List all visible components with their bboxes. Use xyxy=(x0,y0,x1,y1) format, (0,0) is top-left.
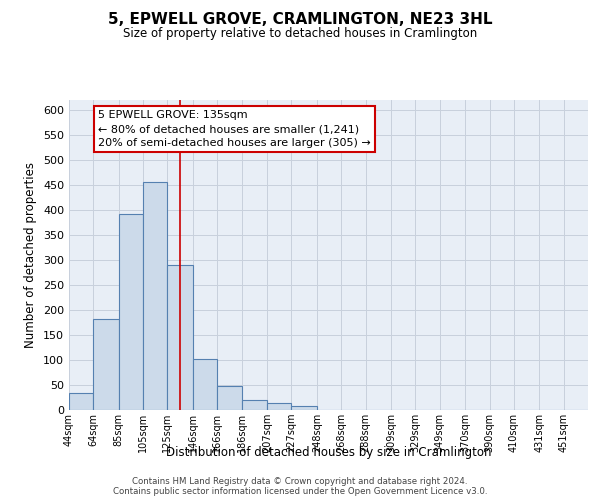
Text: 5, EPWELL GROVE, CRAMLINGTON, NE23 3HL: 5, EPWELL GROVE, CRAMLINGTON, NE23 3HL xyxy=(108,12,492,28)
Bar xyxy=(119,214,143,410)
Text: Contains HM Land Registry data © Crown copyright and database right 2024.: Contains HM Land Registry data © Crown c… xyxy=(132,477,468,486)
Text: Contains public sector information licensed under the Open Government Licence v3: Contains public sector information licen… xyxy=(113,487,487,496)
Bar xyxy=(167,265,193,410)
Text: Distribution of detached houses by size in Cramlington: Distribution of detached houses by size … xyxy=(166,446,491,459)
Y-axis label: Number of detached properties: Number of detached properties xyxy=(25,162,37,348)
Bar xyxy=(69,392,94,410)
Text: 5 EPWELL GROVE: 135sqm
← 80% of detached houses are smaller (1,241)
20% of semi-: 5 EPWELL GROVE: 135sqm ← 80% of detached… xyxy=(98,110,371,148)
Bar xyxy=(94,318,119,410)
Bar xyxy=(242,400,267,410)
Bar xyxy=(267,403,292,410)
Bar xyxy=(193,358,217,410)
Bar xyxy=(217,386,242,410)
Bar xyxy=(292,406,317,410)
Text: Size of property relative to detached houses in Cramlington: Size of property relative to detached ho… xyxy=(123,28,477,40)
Bar xyxy=(143,182,167,410)
